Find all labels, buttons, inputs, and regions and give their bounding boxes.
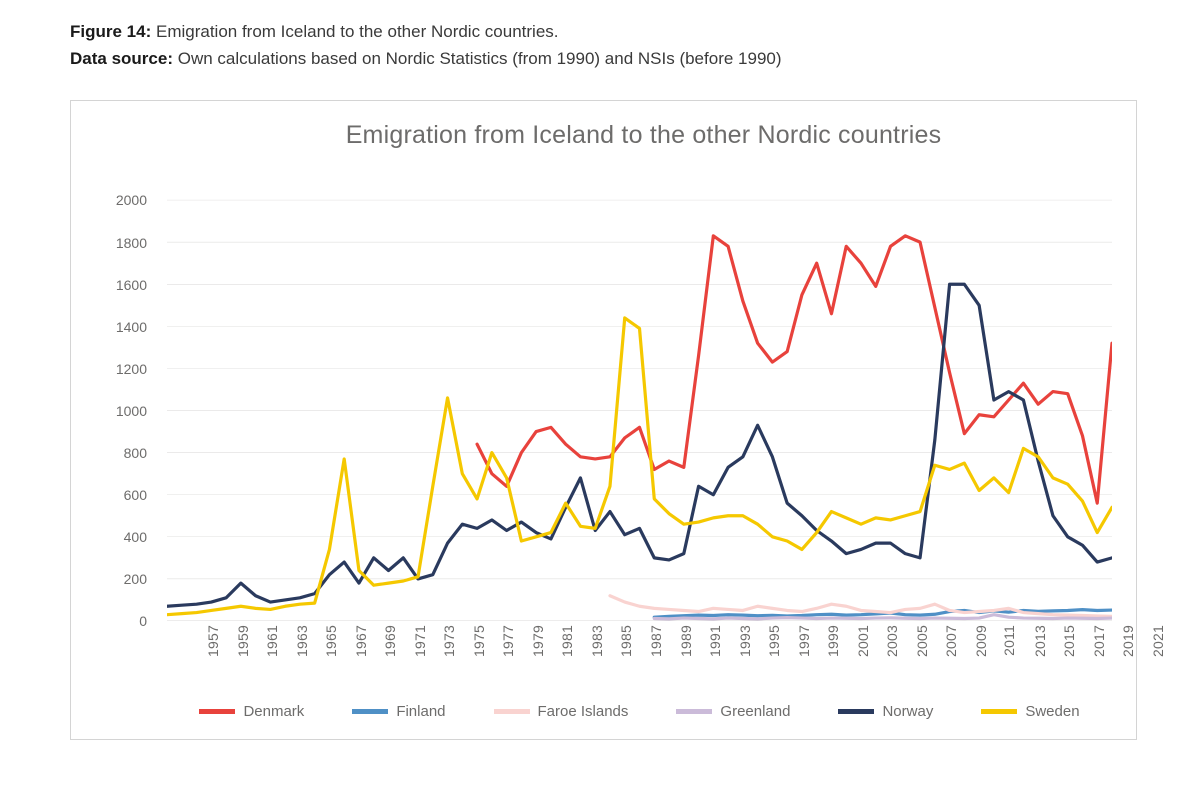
legend-swatch-finland xyxy=(352,709,388,714)
y-tick-label: 1800 xyxy=(116,235,147,251)
x-tick-label: 1969 xyxy=(382,625,398,657)
x-tick-label: 2011 xyxy=(1001,625,1017,656)
y-tick-label: 400 xyxy=(124,529,147,545)
legend-swatch-norway xyxy=(838,709,874,714)
x-tick-label: 2003 xyxy=(884,625,900,657)
page: Figure 14: Emigration from Iceland to th… xyxy=(0,0,1197,791)
x-tick-label: 1971 xyxy=(412,625,428,657)
x-tick-label: 1977 xyxy=(500,625,516,657)
x-tick-label: 2017 xyxy=(1091,625,1107,657)
legend-swatch-sweden xyxy=(981,709,1017,714)
y-tick-label: 800 xyxy=(124,445,147,461)
x-tick-label: 1963 xyxy=(294,625,310,657)
legend-item-finland: Finland xyxy=(352,703,445,720)
legend-swatch-denmark xyxy=(199,709,235,714)
legend-label-sweden: Sweden xyxy=(1025,703,1079,720)
y-tick-label: 0 xyxy=(139,613,147,629)
x-tick-label: 2019 xyxy=(1120,625,1136,657)
legend-label-norway: Norway xyxy=(882,703,933,720)
x-tick-label: 2005 xyxy=(914,625,930,657)
chart-title: Emigration from Iceland to the other Nor… xyxy=(71,121,1136,150)
x-tick-label: 2007 xyxy=(943,625,959,657)
x-tick-label: 1995 xyxy=(766,625,782,657)
x-tick-label: 2015 xyxy=(1061,625,1077,657)
x-tick-label: 1983 xyxy=(589,625,605,657)
x-tick-label: 1965 xyxy=(323,625,339,657)
y-tick-label: 1200 xyxy=(116,361,147,377)
legend-label-faroe: Faroe Islands xyxy=(538,703,629,720)
y-tick-label: 1400 xyxy=(116,319,147,335)
x-tick-label: 1991 xyxy=(707,625,723,657)
y-tick-label: 600 xyxy=(124,487,147,503)
legend-label-denmark: Denmark xyxy=(243,703,304,720)
x-tick-label: 1989 xyxy=(677,625,693,657)
y-tick-label: 1000 xyxy=(116,403,147,419)
x-tick-label: 1981 xyxy=(559,625,575,657)
legend: Denmark Finland Faroe Islands Greenland Norw… xyxy=(167,693,1112,729)
figure-label: Figure 14: xyxy=(70,22,151,41)
caption-line-1: Figure 14: Emigration from Iceland to th… xyxy=(70,18,1137,45)
legend-item-faroe: Faroe Islands xyxy=(494,703,629,720)
x-tick-label: 1993 xyxy=(737,625,753,657)
figure-caption: Figure 14: Emigration from Iceland to th… xyxy=(70,18,1137,72)
plot-area xyxy=(167,179,1112,621)
x-tick-label: 1967 xyxy=(353,625,369,657)
x-tick-label: 1973 xyxy=(441,625,457,657)
x-tick-label: 2021 xyxy=(1150,625,1166,657)
series-denmark-line xyxy=(477,236,1112,503)
x-tick-label: 2001 xyxy=(855,625,871,657)
x-tick-label: 1957 xyxy=(205,625,221,657)
x-tick-label: 1985 xyxy=(618,625,634,657)
legend-item-denmark: Denmark xyxy=(199,703,304,720)
legend-label-greenland: Greenland xyxy=(720,703,790,720)
figure-text: Emigration from Iceland to the other Nor… xyxy=(156,22,559,41)
source-text: Own calculations based on Nordic Statist… xyxy=(178,49,782,68)
legend-item-greenland: Greenland xyxy=(676,703,790,720)
source-label: Data source: xyxy=(70,49,173,68)
legend-swatch-faroe xyxy=(494,709,530,714)
x-tick-label: 1999 xyxy=(825,625,841,657)
x-tick-label: 1959 xyxy=(234,625,250,657)
y-tick-label: 1600 xyxy=(116,277,147,293)
caption-line-2: Data source: Own calculations based on N… xyxy=(70,45,1137,72)
x-tick-label: 1987 xyxy=(648,625,664,657)
x-axis-ticks: 1957 1959 1961 1963 1965 1967 1969 1971 1973 1975… xyxy=(167,621,1112,681)
x-tick-label: 2009 xyxy=(973,625,989,657)
legend-label-finland: Finland xyxy=(396,703,445,720)
series-sweden-line xyxy=(167,318,1112,615)
x-tick-label: 2013 xyxy=(1032,625,1048,657)
legend-swatch-greenland xyxy=(676,709,712,714)
x-tick-label: 1997 xyxy=(796,625,812,657)
y-tick-label: 200 xyxy=(124,571,147,587)
legend-item-norway: Norway xyxy=(838,703,933,720)
chart-container: Emigration from Iceland to the other Nor… xyxy=(70,100,1137,740)
y-axis-ticks: 0200400600800100012001400160018002000 xyxy=(81,179,161,621)
x-tick-label: 1979 xyxy=(530,625,546,657)
legend-item-sweden: Sweden xyxy=(981,703,1079,720)
x-tick-label: 1975 xyxy=(471,625,487,657)
y-tick-label: 2000 xyxy=(116,192,147,208)
x-tick-label: 1961 xyxy=(264,625,280,657)
chart-svg xyxy=(167,179,1112,621)
